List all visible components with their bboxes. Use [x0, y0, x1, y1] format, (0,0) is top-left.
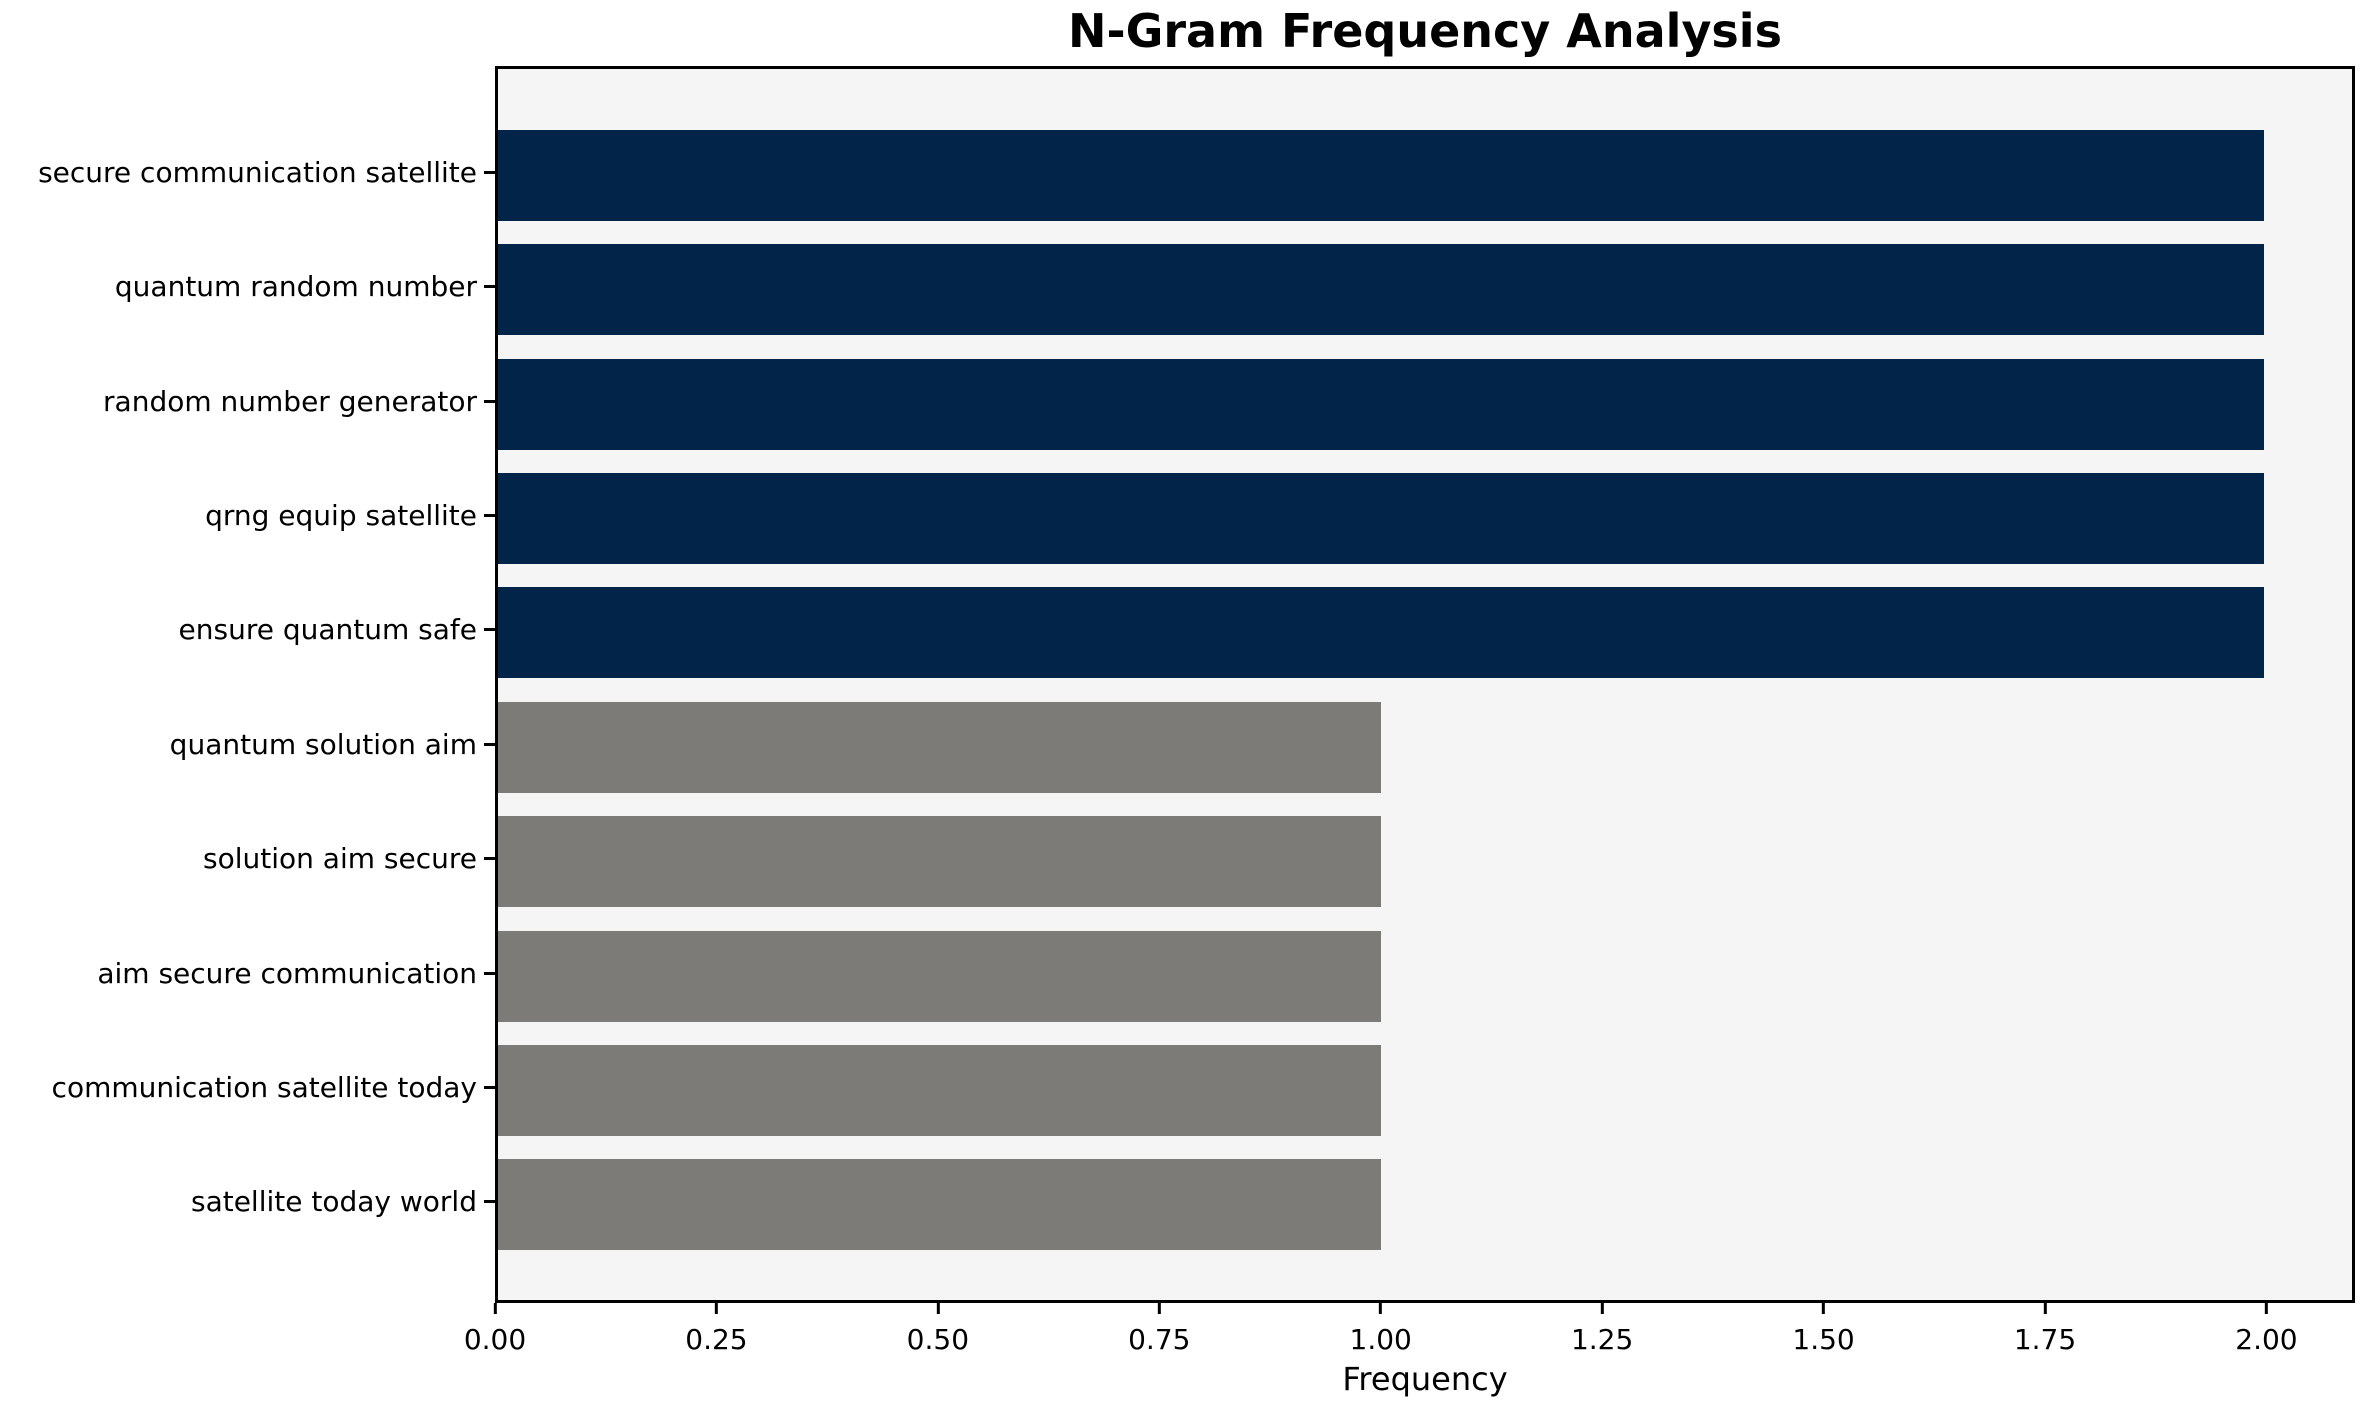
x-tick: 0.50: [907, 1303, 969, 1356]
y-tick-mark: [484, 971, 495, 975]
y-tick-label: quantum random number: [114, 270, 477, 304]
bar: [498, 930, 1381, 1022]
y-tick-mark: [484, 285, 495, 289]
bar-row: [498, 1033, 2352, 1147]
y-tick-row: ensure quantum safe: [0, 573, 495, 687]
x-tick: 0.00: [464, 1303, 526, 1356]
y-tick-mark: [484, 399, 495, 403]
x-tick-label: 0.00: [463, 1323, 527, 1356]
x-tick-label: 1.75: [2013, 1323, 2077, 1356]
y-tick-row: qrng equip satellite: [0, 458, 495, 572]
x-tick-mark: [493, 1303, 497, 1314]
y-tick-mark: [484, 742, 495, 746]
x-tick-mark: [1157, 1303, 1161, 1314]
y-tick-row: random number generator: [0, 344, 495, 458]
x-tick-label: 1.25: [1570, 1323, 1634, 1356]
y-tick-row: solution aim secure: [0, 801, 495, 915]
bar: [498, 816, 1381, 908]
x-tick-mark: [936, 1303, 940, 1314]
bar-row: [498, 118, 2352, 232]
bar: [498, 244, 2264, 336]
x-tick-mark: [1600, 1303, 1604, 1314]
x-tick: 0.75: [1128, 1303, 1190, 1356]
bar-row: [498, 576, 2352, 690]
x-tick: 2.00: [2235, 1303, 2298, 1356]
y-tick-mark: [484, 628, 495, 632]
x-tick: 1.75: [2014, 1303, 2076, 1356]
x-tick: 1.00: [1350, 1303, 1412, 1356]
bar: [498, 358, 2264, 450]
y-tick-mark: [484, 513, 495, 517]
y-tick-label: ensure quantum safe: [178, 613, 477, 647]
y-tick-row: quantum solution aim: [0, 687, 495, 801]
x-tick-label: 0.50: [906, 1323, 970, 1356]
x-tick-label: 1.00: [1349, 1323, 1412, 1356]
y-tick-label: satellite today world: [190, 1185, 477, 1219]
y-tick-label: secure communication satellite: [38, 155, 477, 189]
bar: [498, 587, 2264, 679]
y-tick-row: aim secure communication: [0, 916, 495, 1030]
y-tick-row: secure communication satellite: [0, 115, 495, 229]
x-tick-mark: [2264, 1303, 2268, 1314]
y-tick-label: random number generator: [103, 384, 477, 418]
y-tick-row: satellite today world: [0, 1145, 495, 1259]
bar: [498, 472, 2264, 564]
x-axis-ticks: 0.00 0.25 0.50 0.75 1.00 1.25 1.50 1.75 2.00: [464, 1303, 2355, 1365]
x-tick-mark: [714, 1303, 718, 1314]
x-tick-label: 0.25: [685, 1323, 748, 1356]
x-tick: 1.50: [1792, 1303, 1855, 1356]
plot-area: [495, 66, 2355, 1303]
bar: [498, 701, 1381, 793]
bar: [498, 1044, 1381, 1136]
y-tick-label: communication satellite today: [51, 1070, 477, 1104]
y-tick-row: communication satellite today: [0, 1030, 495, 1144]
y-tick-label: solution aim secure: [203, 842, 477, 876]
bar-row: [498, 232, 2352, 346]
bar: [498, 1159, 1381, 1251]
y-tick-mark: [484, 1085, 495, 1089]
x-tick-label: 2.00: [2235, 1323, 2298, 1356]
bar-row: [498, 347, 2352, 461]
y-tick-label: qrng equip satellite: [205, 498, 477, 532]
x-tick-mark: [1822, 1303, 1826, 1314]
y-tick-mark: [484, 857, 495, 861]
x-tick: 0.25: [685, 1303, 748, 1356]
bar-row: [498, 690, 2352, 804]
x-tick-label: 1.50: [1792, 1323, 1855, 1356]
y-axis-labels: secure communication satellite quantum ra…: [0, 115, 495, 1259]
y-tick-mark: [484, 170, 495, 174]
y-tick-label: quantum solution aim: [169, 727, 477, 761]
x-tick-mark: [2043, 1303, 2047, 1314]
chart-title: N-Gram Frequency Analysis: [1068, 4, 1782, 58]
bar-row: [498, 461, 2352, 575]
x-tick-mark: [1379, 1303, 1383, 1314]
y-tick-mark: [484, 1200, 495, 1204]
bar-row: [498, 919, 2352, 1033]
bar-row: [498, 804, 2352, 918]
x-tick-label: 0.75: [1128, 1323, 1191, 1356]
x-axis-label: Frequency: [1342, 1360, 1508, 1398]
x-tick: 1.25: [1571, 1303, 1633, 1356]
bars-container: [498, 118, 2352, 1262]
y-tick-row: quantum random number: [0, 229, 495, 343]
bar-row: [498, 1148, 2352, 1262]
y-tick-label: aim secure communication: [97, 956, 477, 990]
bar: [498, 129, 2264, 221]
